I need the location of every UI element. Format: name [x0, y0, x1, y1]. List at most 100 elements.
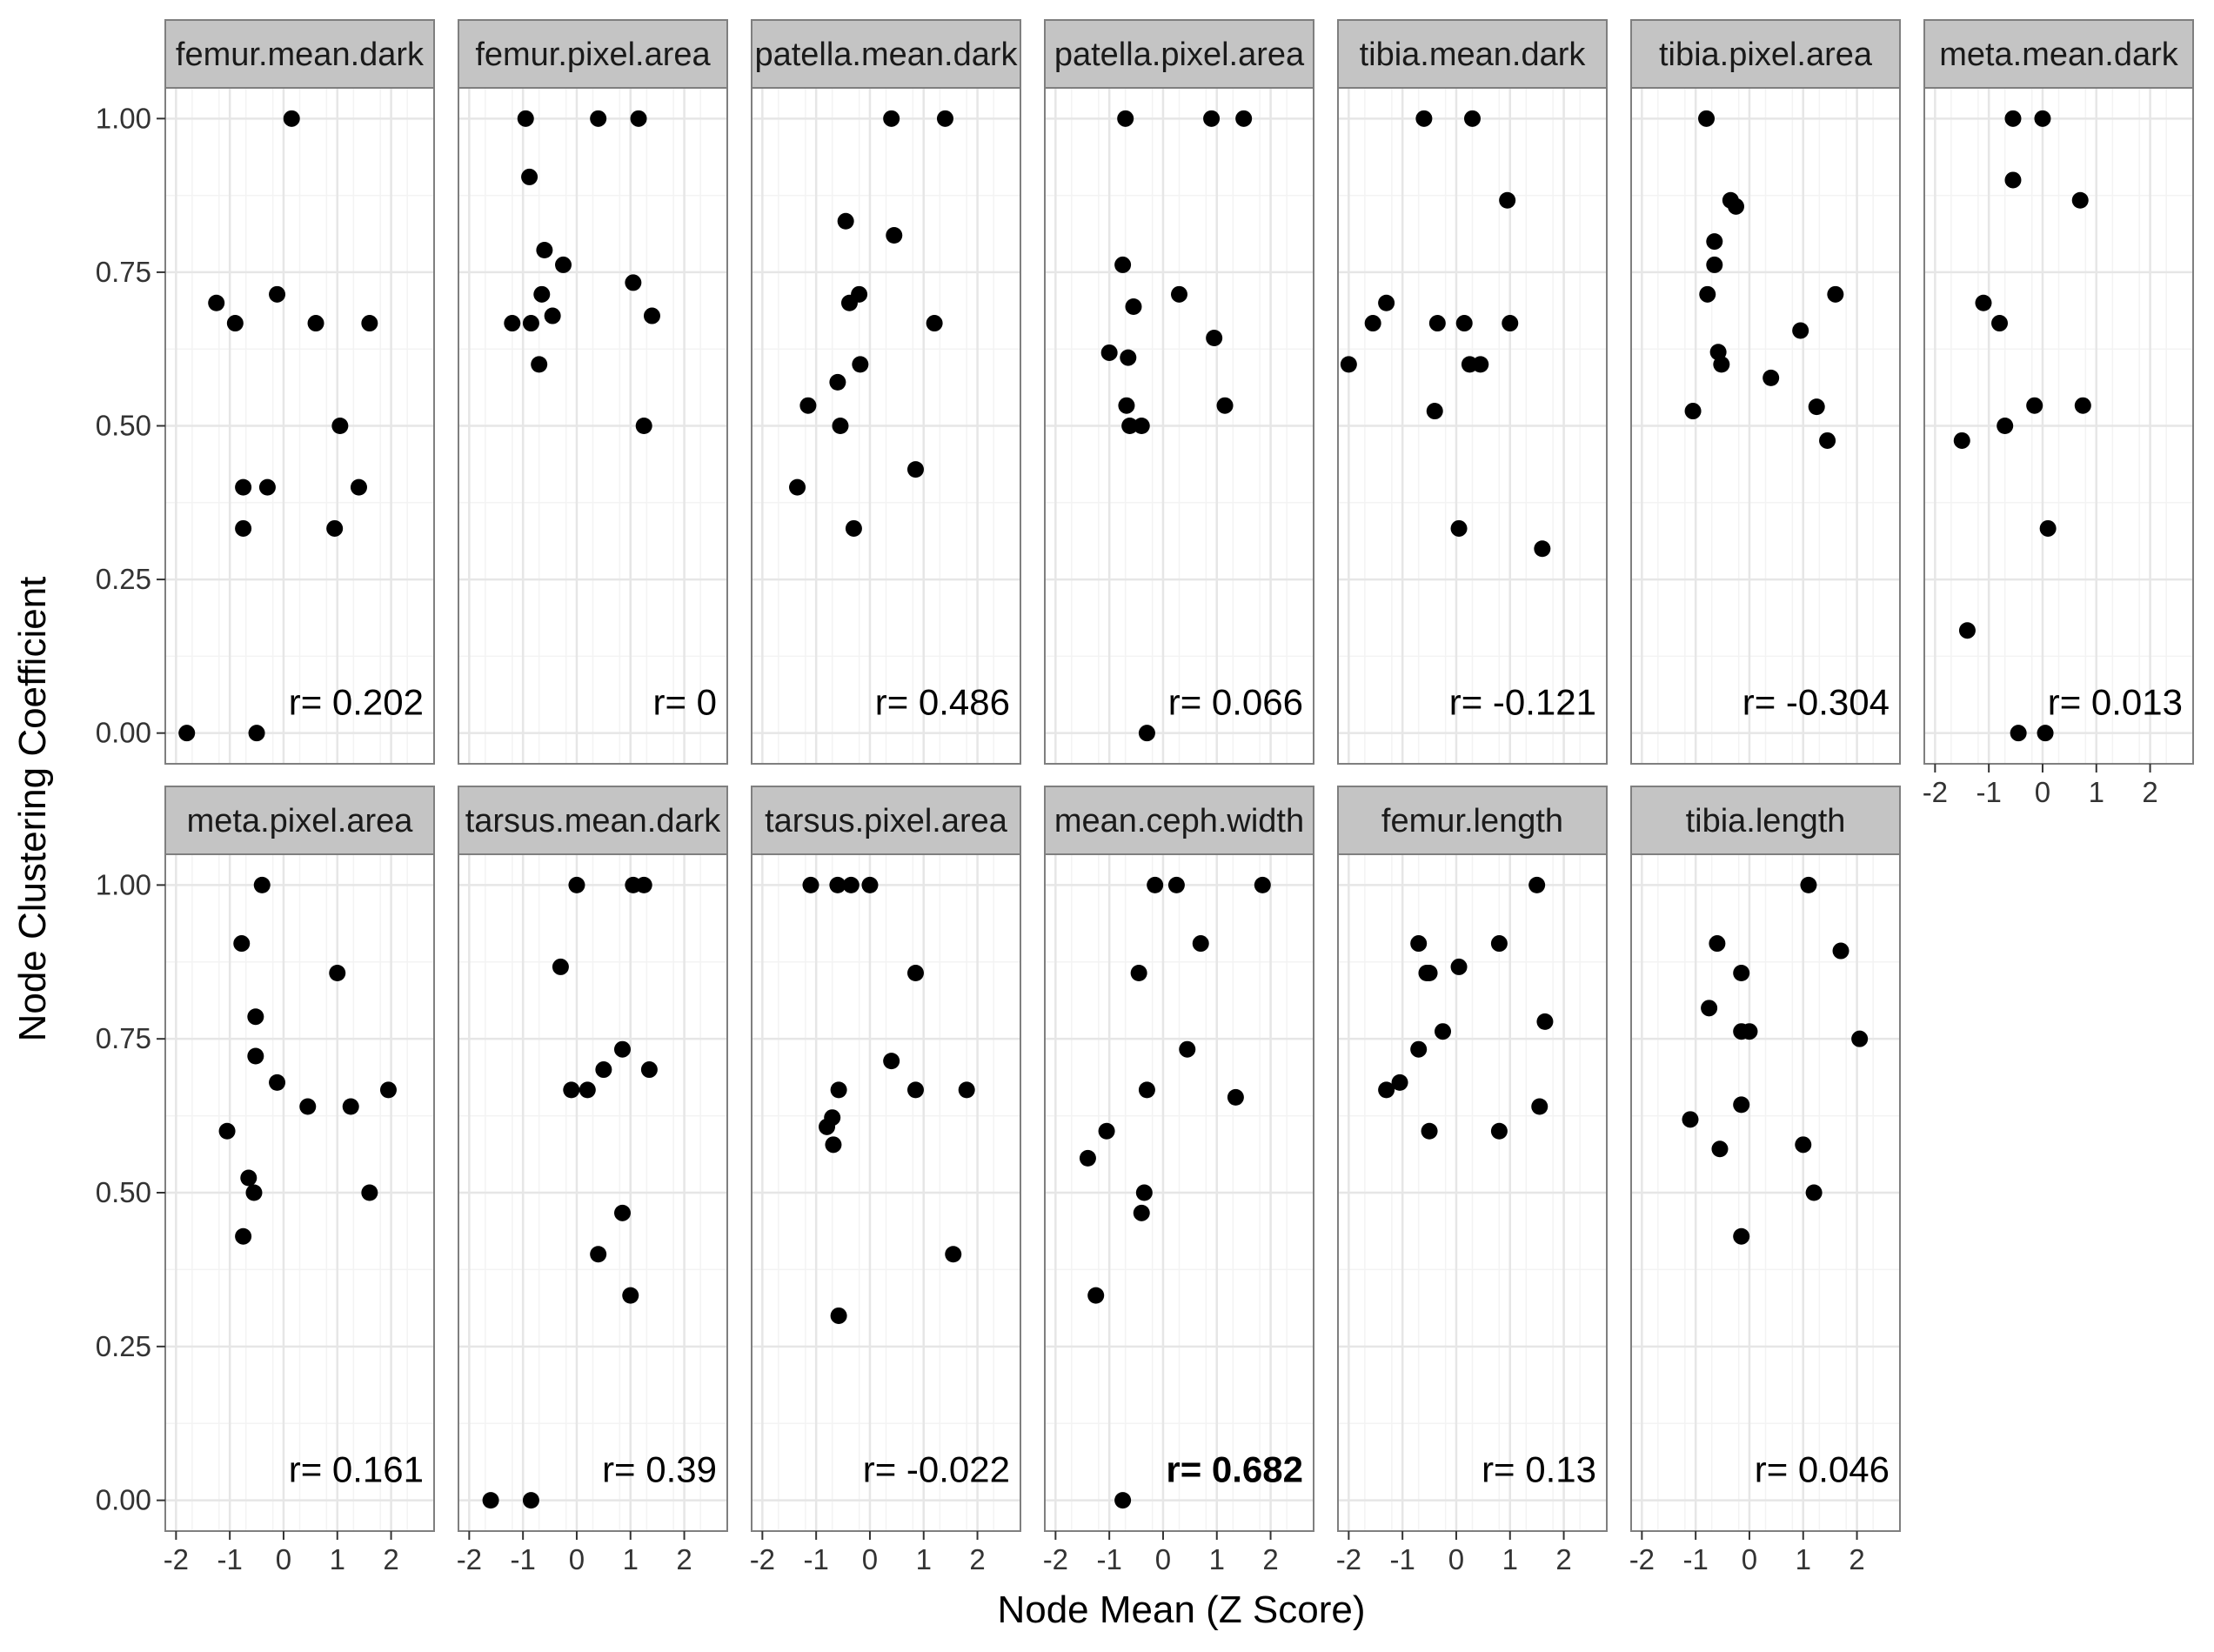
- panel-border: [1337, 87, 1608, 765]
- data-point: [845, 519, 862, 537]
- data-point: [1235, 110, 1253, 127]
- facet-strip-label: femur.length: [1381, 803, 1563, 839]
- data-point: [1227, 1088, 1244, 1106]
- data-point: [361, 1184, 378, 1201]
- data-point: [906, 461, 924, 478]
- data-point: [521, 168, 538, 185]
- data-point: [1410, 1040, 1428, 1058]
- facet-panel: tibia.pixel.area r= -0.304: [1630, 19, 1901, 765]
- facet-panel: patella.pixel.area r= 0.066: [1044, 19, 1314, 765]
- panel-border: [751, 853, 1021, 1532]
- panel-border: [1923, 87, 2194, 765]
- data-point: [906, 965, 924, 982]
- data-point: [635, 876, 652, 893]
- data-point: [830, 1081, 847, 1099]
- x-tick-label: 2: [1555, 1543, 1571, 1575]
- data-point: [635, 418, 652, 434]
- data-point: [1147, 876, 1164, 893]
- data-point: [1800, 876, 1817, 893]
- data-point: [883, 110, 900, 127]
- data-point: [1502, 315, 1519, 332]
- data-point: [1464, 110, 1481, 127]
- x-axis-title: Node Mean (Z Score): [997, 1588, 1365, 1631]
- data-point: [613, 1204, 631, 1221]
- data-point: [1450, 958, 1468, 975]
- correlation-label: r= 0.486: [875, 681, 1010, 722]
- data-point: [886, 227, 903, 244]
- data-point: [1421, 1122, 1438, 1140]
- data-point: [1378, 1081, 1395, 1099]
- facet-panel: tibia.mean.dark r= -0.121: [1337, 19, 1608, 765]
- data-point: [531, 356, 548, 373]
- data-point: [1682, 1111, 1699, 1128]
- data-point: [1121, 418, 1139, 434]
- data-point: [1130, 965, 1147, 982]
- correlation-label: r= 0.046: [1755, 1448, 1890, 1489]
- facet-panel: femur.mean.dark r= 0.202: [164, 19, 435, 765]
- data-point: [1733, 1227, 1750, 1245]
- data-point: [640, 1061, 658, 1079]
- correlation-label: r= 0: [652, 681, 717, 722]
- facet-strip-label: tarsus.pixel.area: [765, 803, 1008, 839]
- x-tick-label: 0: [1448, 1543, 1464, 1575]
- x-tick-label: -1: [1682, 1543, 1708, 1575]
- data-point: [1118, 397, 1135, 414]
- data-point: [1534, 540, 1551, 558]
- facet-strip-label: meta.mean.dark: [1939, 37, 2179, 73]
- data-point: [517, 110, 534, 127]
- data-point: [829, 876, 846, 893]
- facet-panel: meta.mean.dark r= 0.013: [1923, 19, 2194, 765]
- facet-strip: [1630, 786, 1901, 855]
- data-point: [1138, 1081, 1155, 1099]
- data-point: [1117, 110, 1134, 127]
- panel-border: [1044, 87, 1314, 765]
- data-point: [536, 241, 553, 258]
- x-tick-label: -1: [803, 1543, 828, 1575]
- x-tick-label: -2: [1923, 776, 1948, 808]
- data-point: [1087, 1287, 1105, 1304]
- correlation-label: r= 0.39: [602, 1448, 717, 1489]
- data-point: [1192, 935, 1209, 953]
- panels-layer: femur.mean.dark r= 0.202 femur.pixel.area r…: [164, 19, 2194, 1532]
- data-point: [1114, 1492, 1132, 1509]
- x-tick-label: 0: [2035, 776, 2050, 808]
- data-point: [1435, 1023, 1452, 1040]
- correlation-label: r= 0.13: [1482, 1448, 1596, 1489]
- y-tick-label: 0.25: [96, 1330, 151, 1362]
- x-tick-label: 0: [276, 1543, 291, 1575]
- data-point: [1206, 329, 1223, 346]
- data-point: [1100, 344, 1118, 361]
- panel-border: [1337, 853, 1608, 1532]
- x-tick-label: 1: [2089, 776, 2104, 808]
- data-point: [851, 285, 868, 303]
- data-point: [1819, 431, 1836, 449]
- data-point: [1426, 403, 1443, 420]
- data-point: [1499, 191, 1516, 209]
- data-point: [1713, 356, 1730, 373]
- data-point: [2004, 171, 2022, 189]
- x-tick-label: 0: [569, 1543, 585, 1575]
- data-point: [802, 876, 819, 893]
- facet-panel: patella.mean.dark r= 0.486: [751, 19, 1021, 765]
- data-point: [235, 519, 252, 537]
- data-point: [789, 478, 806, 496]
- data-point: [883, 1053, 900, 1070]
- panel-border: [1630, 87, 1901, 765]
- data-point: [1741, 1023, 1758, 1040]
- axes-layer: 0.00 0.25 0.50 0.75 1.00 -2 -1 0 1 2 -2 -1 0 1 2 0.00 0.…: [96, 102, 2158, 1575]
- data-point: [1171, 285, 1187, 303]
- correlation-label: r= 0.682: [1166, 1448, 1303, 1489]
- data-point: [1711, 1140, 1729, 1158]
- facet-strip-label: meta.pixel.area: [187, 803, 414, 839]
- correlation-label: r= -0.121: [1449, 681, 1596, 722]
- facet-panel: tarsus.pixel.area r= -0.022: [751, 786, 1021, 1532]
- x-tick-label: 0: [862, 1543, 878, 1575]
- facet-panel: mean.ceph.width r= 0.682: [1044, 786, 1314, 1532]
- facet-strip-label: femur.mean.dark: [176, 37, 425, 73]
- x-tick-label: 1: [1502, 1543, 1518, 1575]
- data-point: [1421, 965, 1438, 982]
- data-point: [2039, 519, 2057, 537]
- facet-strip: [1044, 19, 1314, 89]
- x-tick-label: -1: [1976, 776, 2001, 808]
- facet-strip-label: tibia.pixel.area: [1659, 37, 1873, 73]
